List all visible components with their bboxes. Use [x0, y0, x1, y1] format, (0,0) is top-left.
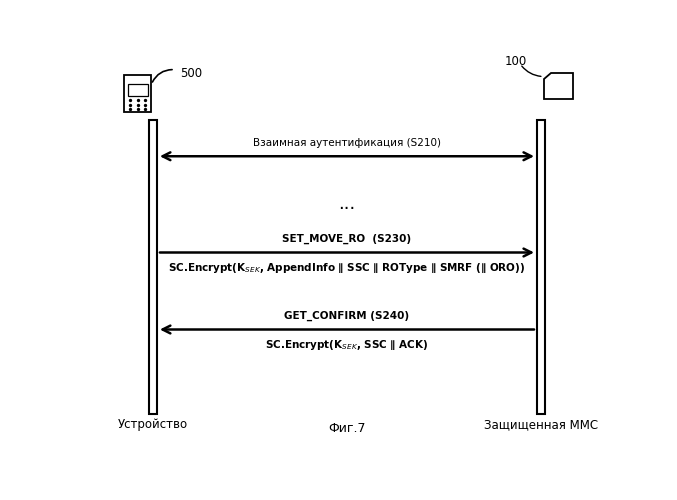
Bar [537, 120, 545, 414]
Text: GET_CONFIRM (S240): GET_CONFIRM (S240) [284, 311, 410, 321]
Polygon shape [544, 74, 573, 98]
Text: ...: ... [338, 196, 355, 214]
Text: Защищенная ММС: Защищенная ММС [484, 418, 598, 431]
Text: SC.Encrypt(K$_{SEK}$, AppendInfo ∥ SSC ∥ ROType ∥ SMRF (∥ ORO)): SC.Encrypt(K$_{SEK}$, AppendInfo ∥ SSC ∥… [169, 261, 525, 275]
Bar [124, 76, 151, 112]
Text: SET_MOVE_RO  (S230): SET_MOVE_RO (S230) [282, 234, 412, 244]
Text: 500: 500 [180, 67, 202, 80]
Text: 100: 100 [504, 56, 527, 68]
Bar [149, 120, 157, 414]
Text: Фиг.7: Фиг.7 [328, 422, 366, 436]
Text: Взаимная аутентификация (S210): Взаимная аутентификация (S210) [253, 138, 441, 148]
Bar [128, 84, 148, 96]
Text: Устройство: Устройство [118, 418, 188, 431]
Text: SC.Encrypt(K$_{SEK}$, SSC ∥ ACK): SC.Encrypt(K$_{SEK}$, SSC ∥ ACK) [265, 338, 429, 352]
